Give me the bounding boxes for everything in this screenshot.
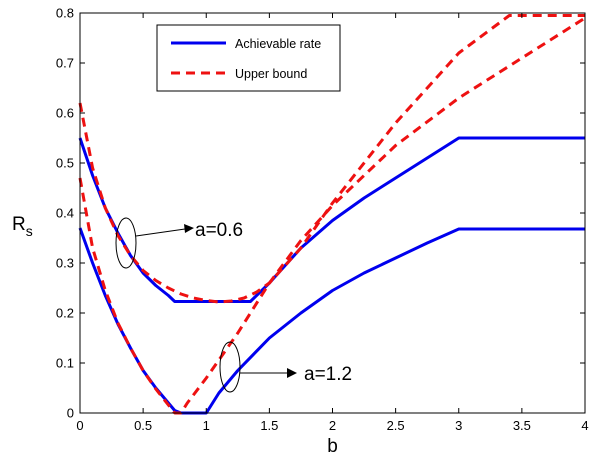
x-tick-label: 4 bbox=[581, 418, 588, 433]
y-tick-label: 0.4 bbox=[56, 206, 74, 221]
y-tick-label: 0.3 bbox=[56, 256, 74, 271]
annotation-ellipse-a12 bbox=[219, 341, 241, 393]
legend-label-achievable-rate: Achievable rate bbox=[235, 37, 321, 51]
annotation-arrow-a06 bbox=[135, 228, 186, 237]
x-tick-label: 3 bbox=[455, 418, 462, 433]
ticks-layer: 0 0.5 1 1.5 2 2.5 3 3.5 4 0 0.1 0.2 0.3 0.4 0.5 0.6 0.7 0… bbox=[56, 6, 589, 434]
legend: Achievable rate Upper bound bbox=[156, 24, 341, 92]
x-tick-label: 0.5 bbox=[134, 418, 152, 433]
y-tick-label: 0.6 bbox=[56, 106, 74, 121]
x-tick-label: 2 bbox=[329, 418, 336, 433]
x-tick-label: 1 bbox=[203, 418, 210, 433]
x-axis-label: b bbox=[327, 436, 338, 457]
y-tick-label: 0.5 bbox=[56, 156, 74, 171]
annotation-a06: a=0.6 bbox=[115, 217, 243, 269]
y-tick-label: 0.1 bbox=[56, 356, 74, 371]
x-tick-label: 2.5 bbox=[387, 418, 405, 433]
annotation-ellipse-a06 bbox=[115, 217, 137, 269]
annotation-label-a12: a=1.2 bbox=[304, 364, 352, 385]
annotation-arrowhead-a06 bbox=[184, 224, 194, 233]
annotation-label-a06: a=0.6 bbox=[195, 220, 243, 241]
y-tick-label: 0 bbox=[67, 406, 74, 421]
y-axis-label-subscript: s bbox=[26, 223, 33, 239]
series-line-upper-bound-3 bbox=[78, 16, 586, 415]
series-line-upper-bound-2 bbox=[78, 14, 585, 304]
annotation-a12: a=1.2 bbox=[219, 341, 352, 393]
legend-box bbox=[156, 24, 341, 92]
legend-label-upper-bound: Upper bound bbox=[235, 67, 307, 81]
x-tick-label: 1.5 bbox=[260, 418, 278, 433]
annotation-arrowhead-a12 bbox=[287, 368, 297, 378]
y-tick-label: 0.7 bbox=[56, 56, 74, 71]
x-tick-label: 0 bbox=[76, 418, 83, 433]
x-tick-label: 3.5 bbox=[513, 418, 531, 433]
y-axis-label: Rs bbox=[12, 214, 33, 239]
y-tick-label: 0.2 bbox=[56, 306, 74, 321]
y-tick-label: 0.8 bbox=[56, 6, 74, 21]
y-axis-label-main: R bbox=[12, 214, 26, 235]
